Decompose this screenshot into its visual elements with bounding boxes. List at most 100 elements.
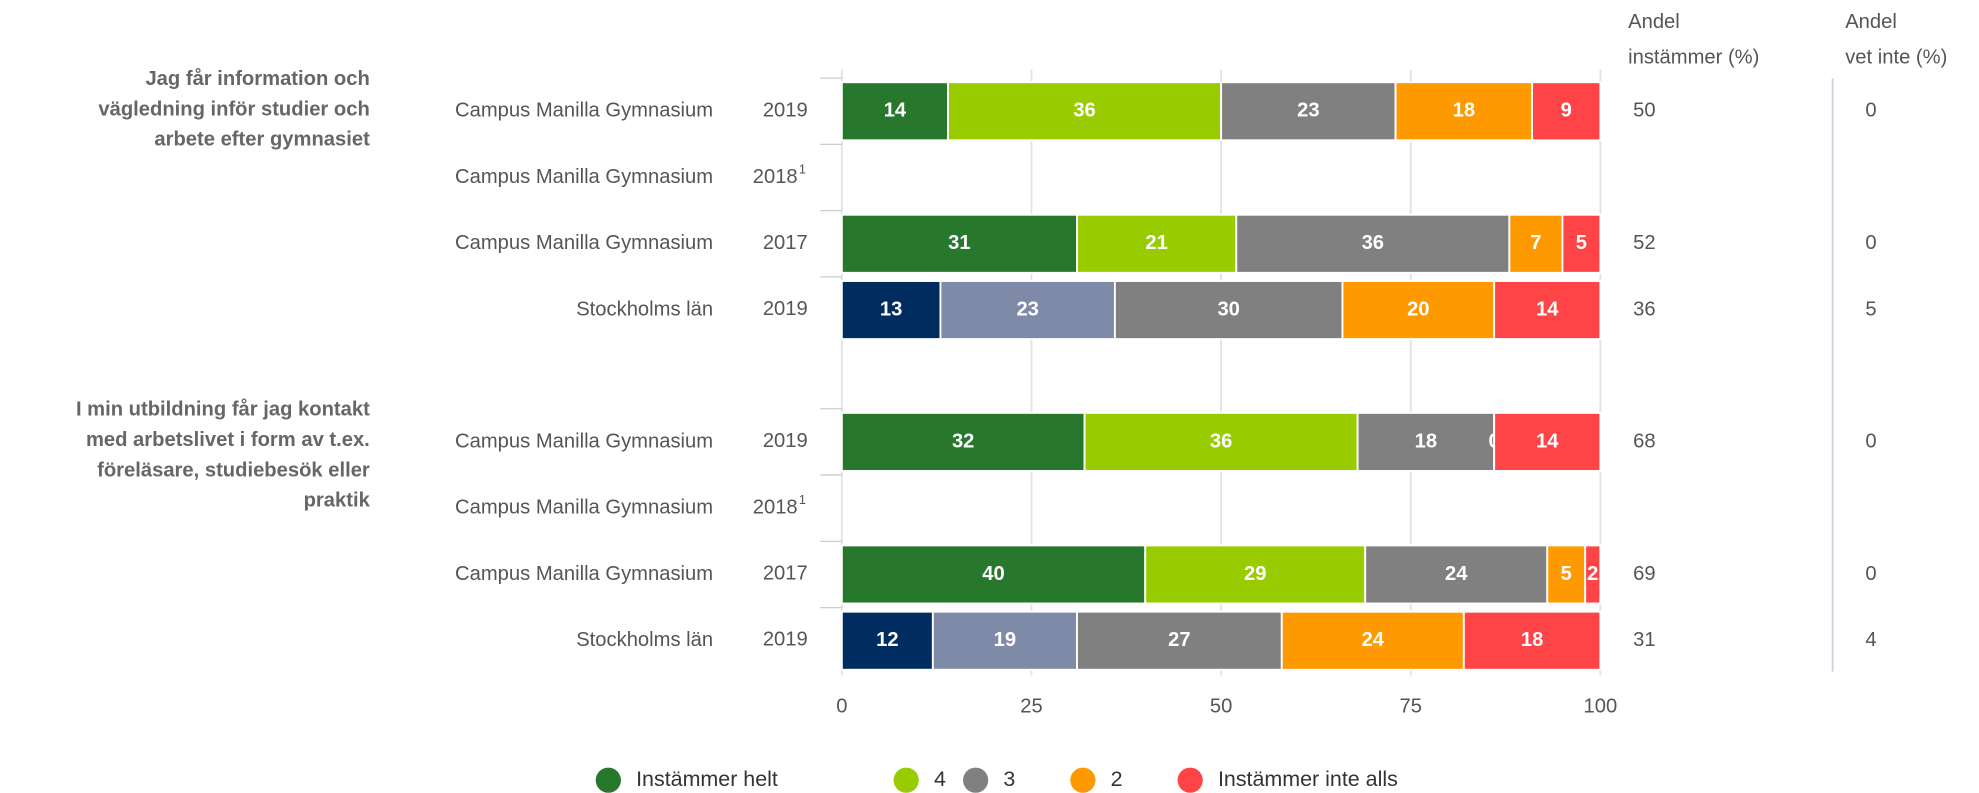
year: 2017 [763, 232, 808, 254]
unknown-value: 5 [1865, 298, 1876, 320]
bar-segment [840, 81, 949, 142]
bar-segment [1220, 81, 1397, 142]
legend-label: Instämmer helt [636, 767, 778, 791]
year-label: 2019 [763, 100, 808, 122]
bar-segment [840, 411, 1086, 472]
year: 2019 [763, 298, 808, 320]
year-label: 2017 [763, 563, 808, 585]
bar-label: 7 [1530, 232, 1541, 254]
bar-label: 18 [1453, 100, 1475, 122]
bar-label: 18 [1521, 629, 1543, 651]
bar-label: 5 [1561, 563, 1572, 585]
unit-label: Campus Manilla Gymnasium [455, 497, 713, 519]
unit-label: Campus Manilla Gymnasium [455, 100, 713, 122]
agree-value: 36 [1633, 298, 1655, 320]
bar-segment [840, 544, 1147, 605]
unit-label: Stockholms län [576, 298, 713, 320]
unknown-value: 0 [1865, 563, 1876, 585]
x-tick-label: 25 [1020, 695, 1042, 717]
bar-segment [1364, 544, 1549, 605]
legend-swatch [1177, 767, 1203, 793]
column-header: Andel [1628, 11, 1680, 33]
column-header: instämmer (%) [1628, 47, 1759, 69]
year: 2019 [763, 100, 808, 122]
unknown-value: 0 [1865, 430, 1876, 452]
bar-label: 20 [1407, 298, 1429, 320]
bar-label: 18 [1415, 430, 1437, 452]
question: praktik [304, 490, 371, 512]
unit-label: Stockholms län [576, 629, 713, 651]
bar-segment [1508, 213, 1564, 274]
year-label: 2017 [763, 232, 808, 254]
bar-label: 23 [1016, 298, 1038, 320]
column-header: vet inte (%) [1845, 47, 1947, 69]
agree-value: 50 [1633, 100, 1655, 122]
unit-label: Campus Manilla Gymnasium [455, 563, 713, 585]
unit-label: Campus Manilla Gymnasium [455, 232, 713, 254]
question: Jag får information och [145, 67, 369, 90]
bar-segment [1462, 610, 1602, 671]
bar-label: 14 [1536, 298, 1559, 320]
legend-swatch [962, 767, 989, 793]
bar-label: 21 [1145, 232, 1167, 254]
legend-swatch [595, 767, 621, 793]
bar-segment [840, 280, 942, 341]
question: arbete efter gymnasiet [154, 129, 370, 151]
bar-segment [1076, 213, 1238, 274]
legend-label: 3 [1003, 767, 1015, 791]
agree-value: 52 [1633, 232, 1655, 254]
bar-label: 2 [1587, 563, 1598, 585]
unit-label: Campus Manilla Gymnasium [455, 430, 713, 452]
bar-segment [939, 280, 1116, 341]
bar-label: 24 [1445, 563, 1468, 585]
agree-value: 31 [1633, 629, 1655, 651]
year-label: 2019 [763, 629, 808, 651]
bar-label: 36 [1210, 430, 1232, 452]
year-label: 2018 [753, 166, 798, 188]
bar-label: 14 [884, 100, 907, 122]
x-tick-label: 0 [836, 695, 847, 717]
bar-label: 24 [1362, 629, 1385, 651]
year-label: 2018 [753, 497, 798, 519]
bar-segment [1561, 213, 1602, 274]
unknown-value: 0 [1865, 232, 1876, 254]
bar-label: 29 [1244, 563, 1266, 585]
bar-segment [1493, 280, 1602, 341]
bar-label: 32 [952, 430, 974, 452]
x-tick-label: 75 [1399, 695, 1421, 717]
bar-segment [840, 610, 934, 671]
year: 2019 [763, 629, 808, 651]
year-label: 2019 [763, 298, 808, 320]
legend-swatch [893, 767, 919, 793]
bar-segment [840, 213, 1078, 274]
bar-segment [1584, 544, 1602, 605]
unknown-value: 4 [1865, 629, 1876, 651]
bar-label: 40 [982, 563, 1004, 585]
year: 2017 [763, 563, 808, 585]
bar-segment [1493, 411, 1602, 472]
question: vägledning inför studier och [98, 98, 369, 120]
question: I min utbildning får jag kontakt [76, 398, 370, 421]
question: med arbetslivet i form av t.ex. [86, 429, 370, 451]
bar-label: 23 [1297, 100, 1319, 122]
bar-label: 14 [1536, 430, 1559, 452]
footnote-mark: 1 [799, 493, 806, 507]
x-tick-label: 50 [1210, 695, 1232, 717]
legend-swatch [1070, 767, 1096, 793]
bar-label: 19 [994, 629, 1016, 651]
bar-segment [1531, 81, 1602, 142]
bar-segment [1235, 213, 1511, 274]
bar-label: 9 [1561, 100, 1572, 122]
bar-segment [1394, 81, 1534, 142]
bar-segment [1144, 544, 1367, 605]
footnote-mark: 1 [799, 162, 806, 176]
year-label: 2019 [763, 430, 808, 452]
bar-label: 5 [1576, 232, 1587, 254]
bar-label: 36 [1362, 232, 1384, 254]
legend-label: 4 [934, 767, 946, 791]
bar-segment [1280, 610, 1465, 671]
unknown-value: 0 [1865, 100, 1876, 122]
column-header: Andel [1845, 11, 1897, 33]
